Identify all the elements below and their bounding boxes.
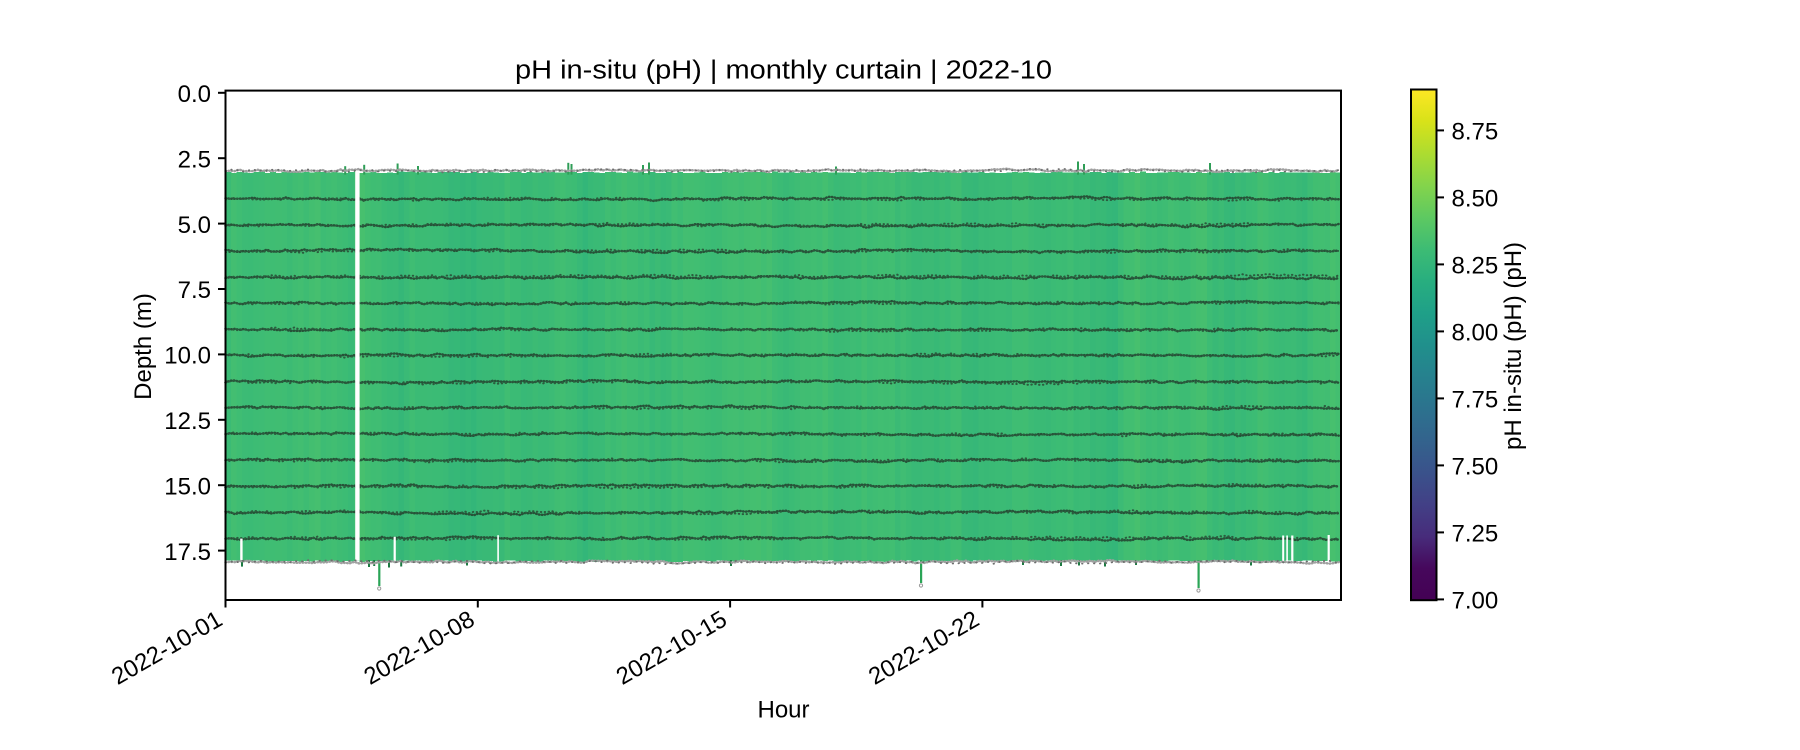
svg-text:7.75: 7.75 — [1452, 387, 1499, 414]
svg-text:7.5: 7.5 — [178, 277, 211, 304]
svg-text:7.00: 7.00 — [1452, 588, 1499, 615]
svg-text:Depth (m): Depth (m) — [130, 293, 157, 400]
svg-text:15.0: 15.0 — [164, 473, 211, 500]
svg-text:pH in-situ (pH) | monthly curt: pH in-situ (pH) | monthly curtain | 2022… — [515, 57, 1052, 85]
svg-text:8.00: 8.00 — [1452, 320, 1499, 347]
svg-text:8.25: 8.25 — [1452, 253, 1499, 280]
svg-text:8.75: 8.75 — [1452, 119, 1499, 146]
svg-text:8.50: 8.50 — [1452, 186, 1499, 213]
svg-text:7.50: 7.50 — [1452, 454, 1499, 481]
svg-text:7.25: 7.25 — [1452, 521, 1499, 548]
svg-text:0.0: 0.0 — [178, 81, 211, 108]
svg-text:12.5: 12.5 — [164, 408, 211, 435]
svg-text:17.5: 17.5 — [164, 539, 211, 566]
svg-text:10.0: 10.0 — [164, 343, 211, 370]
svg-text:5.0: 5.0 — [178, 212, 211, 239]
svg-text:pH in-situ (pH) (pH): pH in-situ (pH) (pH) — [1500, 242, 1527, 450]
svg-text:Hour: Hour — [757, 697, 809, 724]
svg-text:2.5: 2.5 — [178, 146, 211, 173]
